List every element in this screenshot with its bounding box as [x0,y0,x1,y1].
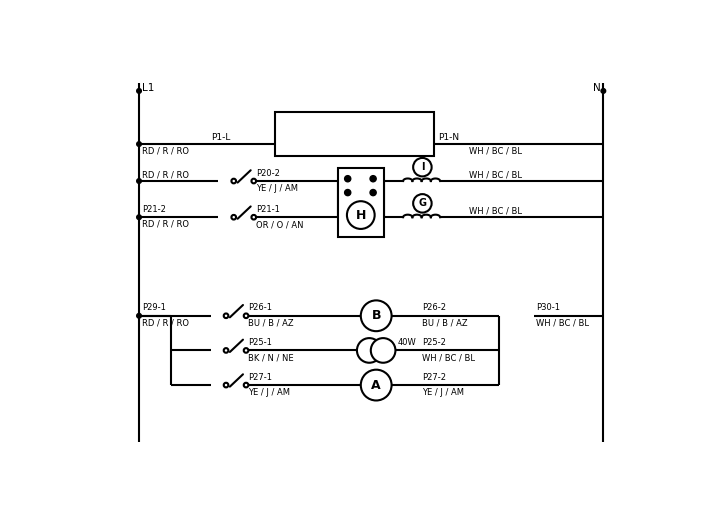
Circle shape [137,88,141,93]
Text: WH / BC / BL: WH / BC / BL [468,207,521,215]
Text: ELECTRONIC RELAY BOARD: ELECTRONIC RELAY BOARD [300,121,409,130]
Text: OR / O / AN: OR / O / AN [256,221,304,229]
Text: I: I [420,162,424,172]
Circle shape [347,201,374,229]
Text: P29-1: P29-1 [142,303,166,313]
Text: P21-1: P21-1 [256,205,280,214]
Text: P26-2: P26-2 [422,303,446,313]
Text: P27-2: P27-2 [422,373,446,382]
Text: CARTE RELAIS ÉLECTRONIQUE: CARTE RELAIS ÉLECTRONIQUE [294,135,415,144]
Text: YE / J / AM: YE / J / AM [248,388,291,397]
Text: RD / R / RO: RD / R / RO [142,318,189,327]
Text: P25-1: P25-1 [248,338,272,347]
Circle shape [344,176,351,182]
Text: TABLERO DE RELÉSELECTRÓNICOS: TABLERO DE RELÉSELECTRÓNICOS [284,149,424,158]
Text: B: B [372,309,381,322]
Bar [274,112,434,156]
Text: P20-2: P20-2 [256,169,280,178]
Text: YE / J / AM: YE / J / AM [256,184,298,193]
Circle shape [413,158,432,176]
Text: RD / R / RO: RD / R / RO [142,219,189,229]
Circle shape [137,179,141,183]
Text: P21-2: P21-2 [142,205,166,214]
Text: YE / J / AM: YE / J / AM [422,388,465,397]
Circle shape [361,370,392,400]
Text: WH / BC / BL: WH / BC / BL [536,319,589,328]
Circle shape [243,348,248,353]
Circle shape [413,194,432,213]
Text: P30-1: P30-1 [536,303,561,313]
Text: RD / R / RO: RD / R / RO [142,170,189,179]
Text: 40W: 40W [398,338,417,347]
Circle shape [243,314,248,318]
Circle shape [223,383,228,388]
Bar [338,168,384,237]
Circle shape [344,190,351,196]
Circle shape [223,348,228,353]
Text: P1-L: P1-L [211,133,230,142]
Circle shape [370,190,376,196]
Text: P27-1: P27-1 [248,373,272,382]
Text: WH / BC / BL: WH / BC / BL [468,146,521,155]
Text: WH / BC / BL: WH / BC / BL [422,354,475,362]
Text: BU / B / AZ: BU / B / AZ [422,319,468,328]
Circle shape [243,383,248,388]
Circle shape [137,314,141,318]
Circle shape [223,314,228,318]
Text: A: A [372,379,381,392]
Circle shape [231,215,236,219]
Text: BU / B / AZ: BU / B / AZ [248,319,294,328]
Text: WH / BC / BL: WH / BC / BL [468,170,521,179]
Circle shape [251,179,256,183]
Text: H: H [356,209,366,222]
Text: P1-N: P1-N [437,133,459,142]
Circle shape [370,176,376,182]
Text: G: G [418,198,427,208]
Circle shape [137,215,141,219]
Circle shape [231,179,236,183]
Text: P26-1: P26-1 [248,303,272,313]
Circle shape [357,338,382,363]
Text: BK / N / NE: BK / N / NE [248,354,294,362]
Text: N: N [594,83,601,93]
Text: RD / R / RO: RD / R / RO [142,146,189,155]
Circle shape [361,300,392,331]
Circle shape [601,88,606,93]
Text: P25-2: P25-2 [422,338,446,347]
Text: L1: L1 [142,83,155,93]
Circle shape [251,215,256,219]
Circle shape [371,338,395,363]
Circle shape [137,142,141,146]
